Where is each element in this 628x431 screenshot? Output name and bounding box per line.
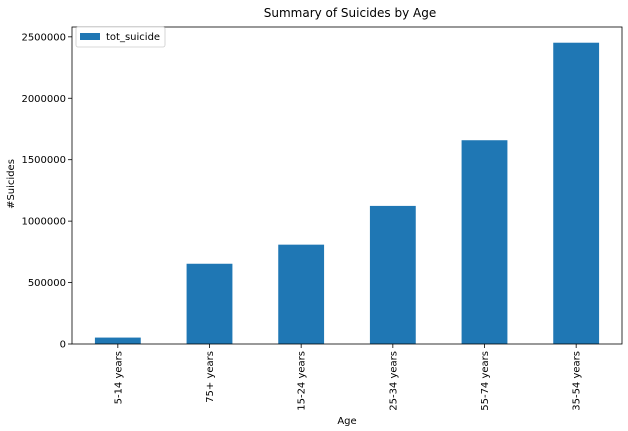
legend: tot_suicide <box>75 26 166 48</box>
x-tick-label-4: 55-74 years <box>480 351 491 411</box>
bar-5 <box>553 42 600 344</box>
y-tick-label-0: 0 <box>60 340 66 351</box>
legend-swatch <box>80 33 100 40</box>
y-tick-label-1: 500000 <box>28 278 66 289</box>
bar-3 <box>369 205 416 344</box>
y-tick-label-5: 2500000 <box>21 32 66 43</box>
bars-group <box>94 42 600 344</box>
plot-frame <box>71 26 623 345</box>
x-tick-label-5: 35-54 years <box>572 351 583 411</box>
legend-box <box>75 26 166 48</box>
x-tick-label-1: 75+ years <box>205 351 216 403</box>
x-tick-label-3: 25-34 years <box>388 351 399 411</box>
y-tick-label-3: 1500000 <box>21 155 66 166</box>
y-tick-label-2: 1000000 <box>21 217 66 228</box>
bar-4 <box>461 140 508 344</box>
chart-title: Summary of Suicides by Age <box>264 6 436 20</box>
x-tick-label-0: 5-14 years <box>113 351 124 404</box>
y-axis: 0 500000 1000000 1500000 2000000 2500000 <box>21 32 72 351</box>
bar-1 <box>186 263 233 344</box>
bar-0 <box>94 337 141 344</box>
x-tick-label-2: 15-24 years <box>297 351 308 411</box>
y-tick-label-4: 2000000 <box>21 94 66 105</box>
x-axis: 5-14 years 75+ years 15-24 years 25-34 year… <box>113 344 583 411</box>
legend-label: tot_suicide <box>106 32 160 43</box>
x-axis-label: Age <box>337 416 356 427</box>
y-axis-label: #Suicides <box>6 159 17 209</box>
bar-2 <box>278 244 325 344</box>
